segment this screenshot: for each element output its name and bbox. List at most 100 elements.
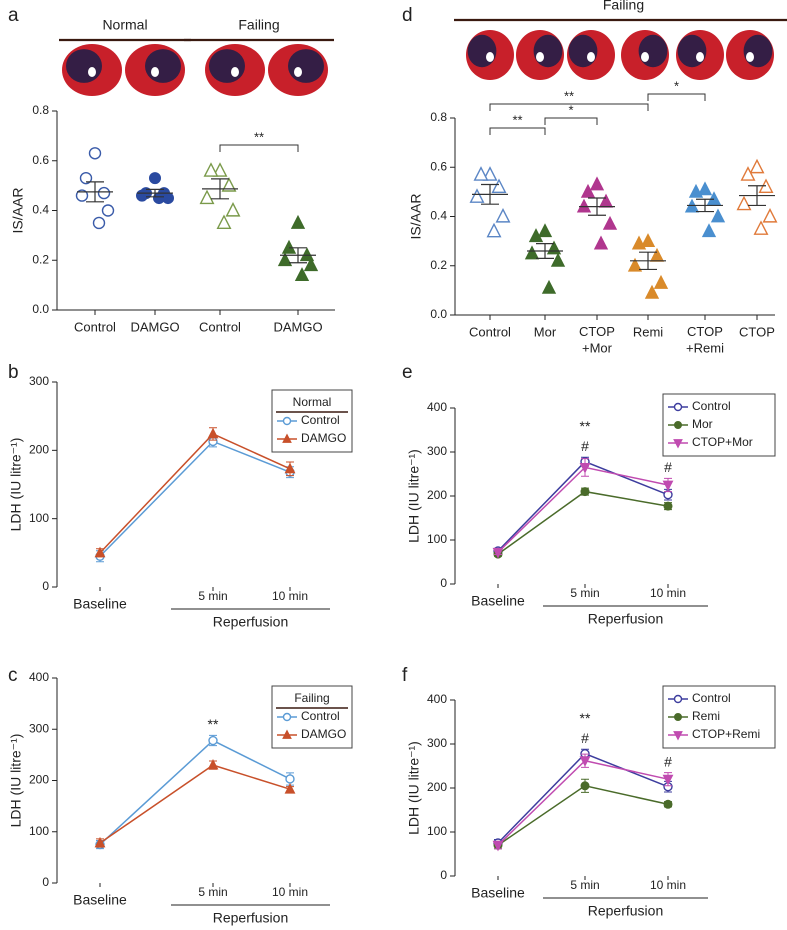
marker [199,189,215,205]
y-axis-title: LDH (IU litre⁻¹) [406,449,422,543]
heart-slice-image [533,34,563,68]
significance-label: ** [208,716,219,732]
heart-slice-image [88,67,96,77]
y-tick-label: 300 [29,721,49,735]
marker [762,208,778,223]
series-line [99,433,291,554]
marker [550,252,566,267]
x-group-label: Reperfusion [588,903,664,919]
y-tick-label: 0.0 [430,307,447,321]
significance-bracket [647,93,706,101]
panel-label: f [402,665,408,686]
marker [580,183,596,198]
marker [281,239,297,254]
marker [598,193,614,208]
sem-bar [86,181,104,203]
heart-slice-image [151,67,159,77]
x-tick-label: 5 min [198,885,227,899]
significance-label: * [568,102,573,117]
x-tick-label: 10 min [272,885,308,899]
group-label: Normal [102,17,147,33]
marker [697,181,713,196]
y-tick-label: 300 [427,444,447,458]
x-tick-label: DAMGO [130,319,179,334]
heart-slice-image [145,49,181,83]
legend-label: DAMGO [301,727,346,741]
marker [688,183,704,198]
y-tick-label: 0.8 [430,110,447,124]
marker [644,284,660,299]
marker [673,694,683,704]
y-tick-label: 0.2 [32,252,49,266]
marker [663,799,673,809]
legend-label: CTOP+Mor [692,435,753,449]
marker [486,222,502,238]
marker [537,223,553,238]
heart-slice-image [587,52,595,62]
marker [208,735,218,746]
x-tick-label: 10 min [650,586,686,600]
x-tick-label: Baseline [73,892,127,908]
marker [528,228,544,243]
marker [631,235,647,250]
y-tick-label: 300 [29,374,49,388]
marker [640,233,656,248]
marker [473,166,489,181]
y-tick-label: 0.6 [32,153,49,167]
heart-slice-image [209,49,245,83]
y-tick-label: 400 [427,692,447,706]
series-line [497,490,669,555]
significance-label: # [664,753,672,769]
legend-label: Control [301,413,340,427]
significance-label: ** [580,710,591,726]
y-tick-label: 200 [427,780,447,794]
marker [216,214,232,230]
marker [207,427,219,439]
y-axis-title: LDH (IU litre⁻¹) [8,734,24,828]
marker [221,177,237,192]
marker [706,191,722,206]
y-tick-label: 100 [427,824,447,838]
heart-slice-image [696,52,704,62]
marker [673,402,683,412]
x-tick-label: Control [74,319,116,334]
marker [88,147,102,160]
marker [212,162,228,177]
panel-label: b [8,362,19,383]
series-line [497,759,669,846]
marker [282,712,292,722]
marker [580,781,590,791]
panel-label: a [8,5,19,26]
x-tick-label: DAMGO [273,319,322,334]
marker [492,547,504,559]
marker [284,462,296,474]
heart-slice-image [486,52,494,62]
marker [482,166,498,181]
legend-label: DAMGO [301,431,346,445]
y-tick-label: 100 [29,511,49,525]
marker [284,783,296,794]
marker [674,713,682,721]
marker [749,158,765,174]
significance-bracket [489,103,649,111]
x-tick-label: 5 min [570,586,599,600]
y-tick-label: 0.2 [430,258,447,272]
marker [736,195,752,211]
x-tick-label: Control [199,319,241,334]
significance-label: ** [512,112,522,127]
marker [282,729,292,739]
x-tick-label: Baseline [471,593,525,609]
marker [579,462,591,474]
marker [579,756,591,767]
marker [101,204,115,217]
marker [663,501,673,511]
y-tick-label: 0 [440,868,447,882]
y-tick-label: 0.0 [32,302,49,316]
marker [653,274,669,289]
group-label: Failing [603,0,644,13]
heart-slice-image [743,34,773,68]
y-tick-label: 0.4 [430,209,447,223]
y-tick-label: 300 [427,736,447,750]
panel-label: c [8,665,18,686]
x-tick-label: Baseline [73,596,127,612]
